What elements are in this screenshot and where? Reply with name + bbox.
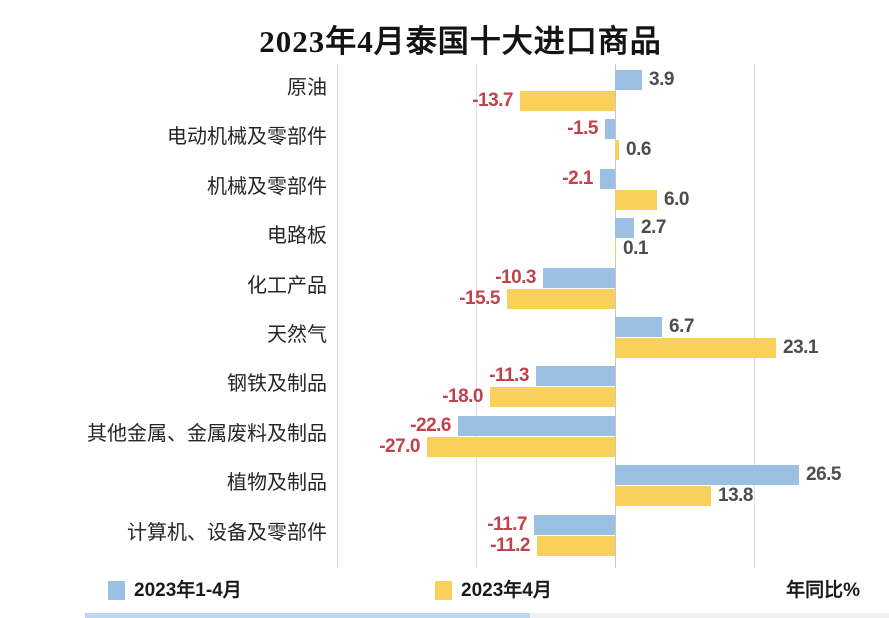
gridline--40 <box>337 64 338 568</box>
gridline--20 <box>476 64 477 568</box>
value-label: -15.5 <box>459 288 500 309</box>
bar-series1 <box>605 119 615 139</box>
value-label: -13.7 <box>472 90 513 111</box>
category-label: 植物及制品 <box>227 472 327 494</box>
bar-series1 <box>600 169 615 189</box>
value-label: -22.6 <box>410 415 451 436</box>
bar-series2 <box>615 486 711 506</box>
bar-series1 <box>615 70 642 90</box>
value-label: -11.3 <box>489 365 529 386</box>
value-label: 23.1 <box>783 337 818 358</box>
category-label: 电动机械及零部件 <box>167 126 327 148</box>
bar-series1 <box>543 268 615 288</box>
legend-label-series2: 2023年4月 <box>461 580 552 601</box>
bar-series1 <box>615 218 634 238</box>
bar-series2 <box>615 140 619 160</box>
value-label: -11.7 <box>487 514 527 535</box>
bar-series1 <box>534 515 615 535</box>
category-label: 机械及零部件 <box>207 176 327 198</box>
legend: 2023年1-4月 2023年4月 年同比% <box>0 579 889 603</box>
value-label: -11.2 <box>490 535 530 556</box>
bar-series2 <box>507 289 615 309</box>
value-label: -18.0 <box>442 386 483 407</box>
gridline-20 <box>754 64 755 568</box>
category-label: 电路板 <box>267 225 327 247</box>
category-label: 其他金属、金属废料及制品 <box>87 423 327 445</box>
value-label: 6.0 <box>664 189 689 210</box>
bar-series1 <box>536 366 615 386</box>
zero-axis-line <box>615 64 616 568</box>
bottom-edge-artifact-gray <box>530 613 889 618</box>
bar-series2 <box>520 91 615 111</box>
bar-series1 <box>458 416 615 436</box>
value-label: 13.8 <box>718 485 753 506</box>
category-label: 原油 <box>287 77 327 99</box>
bar-series2 <box>490 387 615 407</box>
value-label: 3.9 <box>649 69 674 90</box>
category-label: 钢铁及制品 <box>227 373 327 395</box>
category-label: 化工产品 <box>247 275 327 297</box>
legend-label-series1: 2023年1-4月 <box>134 580 242 601</box>
axis-unit-note: 年同比% <box>786 580 860 601</box>
bar-series2 <box>427 437 615 457</box>
bar-series1 <box>615 317 662 337</box>
value-label: -10.3 <box>495 267 536 288</box>
value-label: 6.7 <box>669 316 694 337</box>
bar-series2 <box>537 536 615 556</box>
value-label: 0.1 <box>623 238 648 259</box>
value-label: -1.5 <box>567 118 598 139</box>
value-label: 0.6 <box>626 139 651 160</box>
bar-series2 <box>615 190 657 210</box>
legend-swatch-series2 <box>435 581 452 600</box>
value-label: -27.0 <box>379 436 420 457</box>
value-label: 26.5 <box>806 464 841 485</box>
bottom-edge-artifact-blue <box>85 613 530 618</box>
bar-series1 <box>615 465 799 485</box>
chart-title: 2023年4月泰国十大进口商品 <box>259 24 662 59</box>
bar-series2 <box>615 338 776 358</box>
value-label: -2.1 <box>562 168 593 189</box>
value-label: 2.7 <box>641 217 666 238</box>
category-label: 天然气 <box>267 324 327 346</box>
bar-series2 <box>615 239 616 259</box>
category-label: 计算机、设备及零部件 <box>127 522 327 544</box>
legend-swatch-series1 <box>108 581 125 600</box>
